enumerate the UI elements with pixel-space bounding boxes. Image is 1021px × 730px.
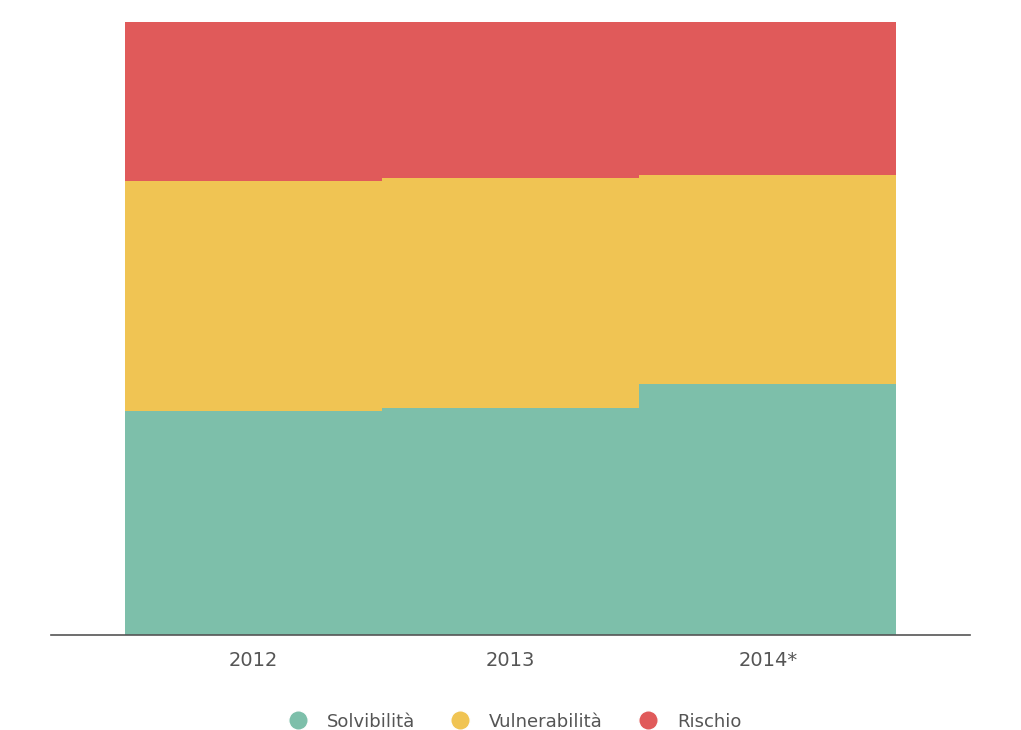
Bar [639,22,896,175]
Bar [639,175,896,384]
Bar [125,181,382,411]
Bar [125,411,382,635]
Bar [382,408,639,635]
Bar [382,22,639,178]
Bar [382,178,639,408]
Bar [125,22,382,181]
Bar [639,384,896,635]
Legend: Solvibilità, Vulnerabilità, Rischio: Solvibilità, Vulnerabilità, Rischio [273,705,748,730]
